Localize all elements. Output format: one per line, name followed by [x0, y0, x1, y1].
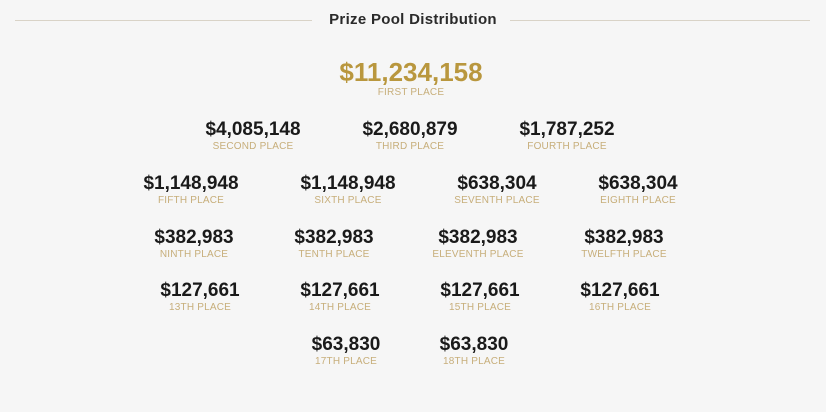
prize-amount: $382,983 — [154, 227, 234, 248]
prize-sixth-place: $1,148,948 SIXTH PLACE — [300, 173, 395, 207]
prize-amount: $1,787,252 — [519, 119, 615, 140]
prize-15th-place: $127,661 15TH PLACE — [440, 280, 519, 314]
prize-amount: $63,830 — [311, 334, 381, 355]
prize-eleventh-place: $382,983 ELEVENTH PLACE — [432, 227, 523, 261]
divider-left — [15, 20, 312, 21]
prize-place-label: 18TH PLACE — [442, 356, 506, 367]
prize-place-label: 17TH PLACE — [314, 356, 378, 367]
prize-amount: $638,304 — [598, 173, 678, 194]
prize-eighth-place: $638,304 EIGHTH PLACE — [598, 173, 677, 207]
prize-place-label: THIRD PLACE — [375, 141, 445, 152]
prize-amount: $127,661 — [440, 280, 520, 301]
prize-amount: $11,234,158 — [339, 57, 483, 87]
prize-place-label: FOURTH PLACE — [527, 141, 607, 152]
prize-ninth-place: $382,983 NINTH PLACE — [154, 227, 233, 261]
prize-amount: $127,661 — [160, 280, 240, 301]
prize-amount: $4,085,148 — [205, 119, 301, 140]
prize-place-label: ELEVENTH PLACE — [432, 249, 524, 260]
prize-place-label: FIFTH PLACE — [157, 195, 225, 206]
prize-place-label: TWELFTH PLACE — [581, 249, 667, 260]
prize-16th-place: $127,661 16TH PLACE — [580, 280, 659, 314]
prize-place-label: SEVENTH PLACE — [454, 195, 540, 206]
prize-amount: $63,830 — [439, 334, 509, 355]
prize-amount: $1,148,948 — [143, 173, 239, 194]
prize-place-label: EIGHTH PLACE — [600, 195, 676, 206]
prize-place-label: SIXTH PLACE — [314, 195, 382, 206]
prize-17th-place: $63,830 17TH PLACE — [312, 334, 381, 368]
prize-14th-place: $127,661 14TH PLACE — [300, 280, 379, 314]
prize-amount: $382,983 — [438, 227, 518, 248]
page-title: Prize Pool Distribution — [329, 11, 497, 28]
prize-place-label: 16TH PLACE — [588, 302, 652, 313]
prize-place-label: SECOND PLACE — [212, 141, 294, 152]
divider-right — [510, 20, 810, 21]
prize-amount: $127,661 — [300, 280, 380, 301]
prize-place-label: FIRST PLACE — [377, 87, 445, 98]
prize-amount: $382,983 — [584, 227, 664, 248]
prize-amount: $127,661 — [580, 280, 660, 301]
prize-amount: $2,680,879 — [362, 119, 458, 140]
prize-twelfth-place: $382,983 TWELFTH PLACE — [581, 227, 666, 261]
prize-18th-place: $63,830 18TH PLACE — [440, 334, 509, 368]
prize-fourth-place: $1,787,252 FOURTH PLACE — [519, 119, 614, 153]
prize-seventh-place: $638,304 SEVENTH PLACE — [454, 173, 539, 207]
prize-tenth-place: $382,983 TENTH PLACE — [294, 227, 373, 261]
prize-place-label: NINTH PLACE — [159, 249, 229, 260]
prize-amount: $638,304 — [457, 173, 537, 194]
prize-first-place: $11,234,158 FIRST PLACE — [339, 57, 482, 99]
prize-place-label: 15TH PLACE — [448, 302, 512, 313]
prize-place-label: 14TH PLACE — [308, 302, 372, 313]
prize-amount: $382,983 — [294, 227, 374, 248]
prize-place-label: TENTH PLACE — [298, 249, 370, 260]
section-header: Prize Pool Distribution — [0, 11, 826, 31]
prize-fifth-place: $1,148,948 FIFTH PLACE — [143, 173, 238, 207]
prize-13th-place: $127,661 13TH PLACE — [160, 280, 239, 314]
prize-place-label: 13TH PLACE — [168, 302, 232, 313]
prize-second-place: $4,085,148 SECOND PLACE — [205, 119, 300, 153]
prize-amount: $1,148,948 — [300, 173, 396, 194]
prize-third-place: $2,680,879 THIRD PLACE — [362, 119, 457, 153]
